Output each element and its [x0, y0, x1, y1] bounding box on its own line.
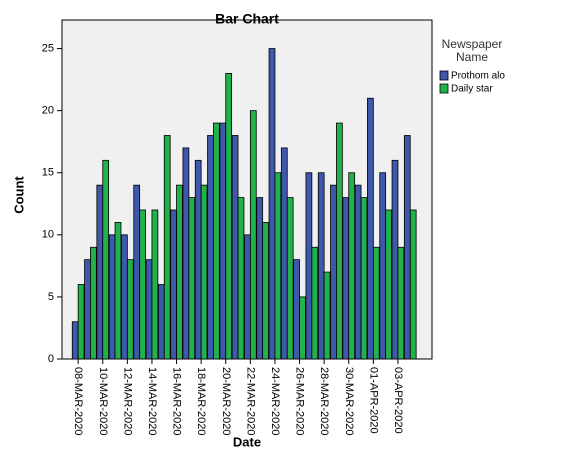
x-tick-label: 22-MAR-2020	[244, 367, 256, 435]
bar	[367, 97, 374, 360]
bar	[194, 159, 202, 360]
y-tick-label: 5	[48, 291, 54, 303]
bar	[213, 122, 220, 360]
y-tick-label: 15	[42, 167, 54, 179]
y-tick-label: 25	[42, 42, 54, 54]
x-tick-label: 03-APR-2020	[392, 367, 404, 434]
bar	[121, 234, 128, 360]
x-tick-label: 08-MAR-2020	[72, 367, 84, 435]
bar	[293, 259, 300, 360]
bar	[244, 234, 251, 360]
bar	[385, 209, 392, 360]
bar	[311, 246, 319, 360]
bar	[360, 197, 368, 360]
bar	[96, 184, 104, 360]
bar	[176, 184, 183, 360]
x-tick-label: 10-MAR-2020	[97, 367, 109, 435]
legend-title: Newspaper Name	[441, 37, 503, 64]
bar	[163, 135, 171, 360]
x-tick-label: 24-MAR-2020	[269, 367, 281, 435]
bar	[342, 197, 350, 360]
x-tick-label: 26-MAR-2020	[294, 367, 306, 435]
bar	[157, 284, 165, 360]
bar	[330, 184, 337, 360]
bar	[268, 48, 276, 360]
x-tick-label: 18-MAR-2020	[195, 367, 207, 435]
x-tick-label: 28-MAR-2020	[318, 367, 330, 435]
bar	[90, 246, 97, 360]
bar	[102, 159, 110, 360]
x-tick-label: 12-MAR-2020	[121, 367, 133, 435]
bar	[305, 172, 313, 360]
bar	[182, 147, 190, 360]
bar	[403, 135, 411, 360]
bar	[379, 172, 387, 360]
x-tick-label: 16-MAR-2020	[171, 367, 183, 435]
bar	[274, 172, 282, 360]
bar	[280, 147, 288, 360]
bar	[225, 72, 233, 360]
bar	[249, 110, 257, 360]
legend-label: Daily star	[451, 84, 493, 95]
bar	[372, 246, 380, 360]
y-tick-label: 10	[42, 229, 54, 241]
y-tick-label: 20	[42, 105, 54, 117]
bar	[108, 234, 116, 360]
bar	[397, 246, 405, 360]
bar	[139, 209, 146, 360]
bar	[145, 259, 153, 360]
bar	[256, 197, 264, 360]
bar	[262, 222, 269, 360]
bar	[151, 209, 159, 360]
legend-swatch	[439, 83, 449, 94]
bar	[126, 259, 134, 360]
bar	[188, 197, 196, 360]
x-axis-title: Date	[233, 434, 261, 449]
bar	[77, 284, 85, 360]
bar	[317, 172, 325, 360]
bar	[133, 184, 141, 360]
x-tick-label: 14-MAR-2020	[146, 367, 158, 435]
bar	[336, 122, 343, 360]
y-tick-label: 0	[48, 353, 54, 365]
chart-title: Bar Chart	[215, 11, 279, 27]
bar	[286, 197, 294, 360]
x-tick-label: 20-MAR-2020	[220, 367, 232, 435]
bar	[354, 184, 362, 360]
bar	[219, 122, 227, 360]
legend-swatch	[439, 70, 449, 81]
bar	[237, 197, 245, 360]
x-tick-label: 01-APR-2020	[367, 367, 379, 434]
y-axis-title: Count	[11, 176, 26, 214]
bar	[348, 172, 356, 360]
bar	[409, 209, 417, 360]
bar	[84, 259, 91, 360]
bar	[323, 271, 331, 360]
x-tick-label: 30-MAR-2020	[343, 367, 355, 435]
bar	[207, 135, 214, 360]
bar	[299, 296, 306, 360]
bar	[200, 184, 208, 360]
bar	[391, 159, 399, 360]
legend-label: Prothom alo	[451, 71, 505, 82]
bar	[114, 222, 122, 360]
bar	[231, 135, 239, 360]
bar	[170, 209, 177, 360]
bar	[71, 321, 79, 360]
